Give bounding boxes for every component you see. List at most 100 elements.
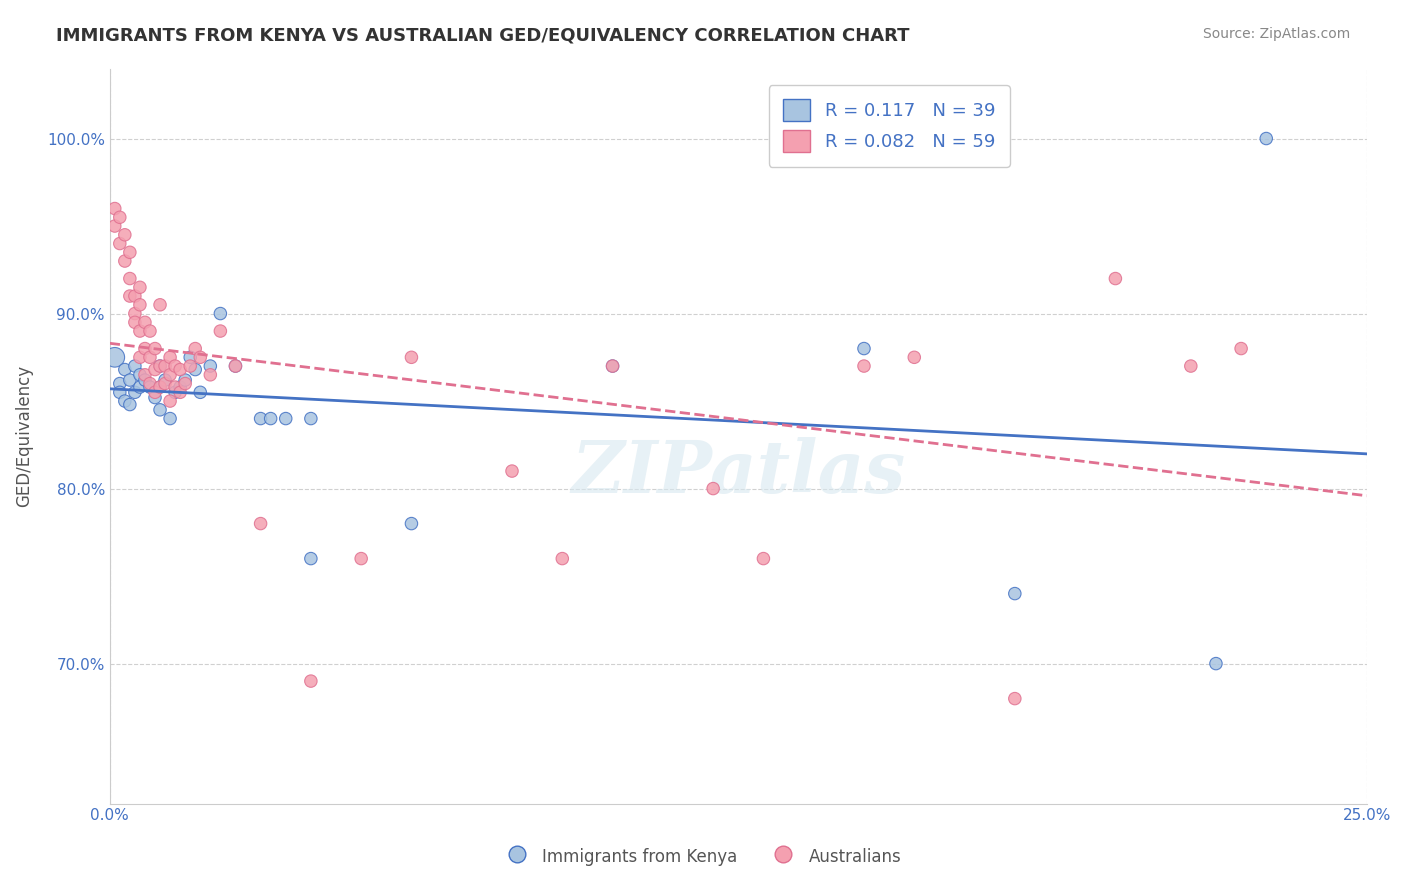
Point [188, 385, 211, 400]
Point [249, 411, 271, 425]
Point [134, 368, 156, 382]
Point [129, 351, 152, 365]
Point [143, 385, 166, 400]
Point [114, 362, 136, 376]
Point [752, 551, 775, 566]
Point [200, 368, 222, 382]
Point [602, 359, 624, 373]
Point [602, 359, 624, 373]
Point [179, 351, 201, 365]
Point [1205, 657, 1227, 671]
Point [118, 245, 141, 260]
Point [200, 359, 222, 373]
Point [1004, 586, 1026, 600]
Legend: Immigrants from Kenya, Australians: Immigrants from Kenya, Australians [496, 838, 910, 875]
Point [104, 351, 127, 365]
Point [179, 359, 201, 373]
Point [153, 376, 176, 391]
Point [501, 464, 523, 478]
Point [129, 298, 152, 312]
Point [188, 351, 211, 365]
Point [259, 411, 281, 425]
Legend: R = 0.117   N = 39, R = 0.082   N = 59: R = 0.117 N = 39, R = 0.082 N = 59 [769, 85, 1010, 167]
Point [1230, 342, 1253, 356]
Point [153, 373, 176, 387]
Point [209, 324, 232, 338]
Point [139, 324, 162, 338]
Point [129, 324, 152, 338]
Point [174, 376, 197, 391]
Point [129, 368, 152, 382]
Point [149, 402, 172, 417]
Point [184, 342, 207, 356]
Point [118, 398, 141, 412]
Point [169, 362, 191, 376]
Point [124, 385, 146, 400]
Point [153, 359, 176, 373]
Text: ZIPatlas: ZIPatlas [571, 437, 905, 508]
Point [209, 307, 232, 321]
Point [224, 359, 246, 373]
Point [159, 411, 181, 425]
Point [1180, 359, 1202, 373]
Point [129, 280, 152, 294]
Point [853, 359, 876, 373]
Point [159, 368, 181, 382]
Point [903, 351, 925, 365]
Point [108, 236, 131, 251]
Point [104, 219, 127, 233]
Y-axis label: GED/Equivalency: GED/Equivalency [15, 365, 32, 508]
Text: IMMIGRANTS FROM KENYA VS AUSTRALIAN GED/EQUIVALENCY CORRELATION CHART: IMMIGRANTS FROM KENYA VS AUSTRALIAN GED/… [56, 27, 910, 45]
Point [143, 342, 166, 356]
Point [249, 516, 271, 531]
Point [169, 380, 191, 394]
Point [299, 674, 322, 689]
Text: Source: ZipAtlas.com: Source: ZipAtlas.com [1202, 27, 1350, 41]
Point [224, 359, 246, 373]
Point [114, 394, 136, 409]
Point [1256, 131, 1278, 145]
Point [124, 307, 146, 321]
Point [118, 289, 141, 303]
Point [165, 385, 187, 400]
Point [124, 315, 146, 329]
Point [1104, 271, 1126, 285]
Point [169, 385, 191, 400]
Point [184, 362, 207, 376]
Point [108, 385, 131, 400]
Point [134, 342, 156, 356]
Point [108, 211, 131, 225]
Point [159, 351, 181, 365]
Point [149, 359, 172, 373]
Point [124, 359, 146, 373]
Point [165, 380, 187, 394]
Point [401, 516, 423, 531]
Point [139, 351, 162, 365]
Point [165, 359, 187, 373]
Point [143, 362, 166, 376]
Point [149, 380, 172, 394]
Point [299, 411, 322, 425]
Point [108, 376, 131, 391]
Point [134, 373, 156, 387]
Point [139, 380, 162, 394]
Point [350, 551, 373, 566]
Point [143, 391, 166, 405]
Point [1004, 691, 1026, 706]
Point [551, 551, 574, 566]
Point [149, 359, 172, 373]
Point [118, 271, 141, 285]
Point [149, 298, 172, 312]
Point [114, 254, 136, 268]
Point [401, 351, 423, 365]
Point [149, 380, 172, 394]
Point [134, 315, 156, 329]
Point [159, 394, 181, 409]
Point [129, 380, 152, 394]
Point [124, 289, 146, 303]
Point [174, 373, 197, 387]
Point [104, 202, 127, 216]
Point [274, 411, 297, 425]
Point [702, 482, 724, 496]
Point [118, 373, 141, 387]
